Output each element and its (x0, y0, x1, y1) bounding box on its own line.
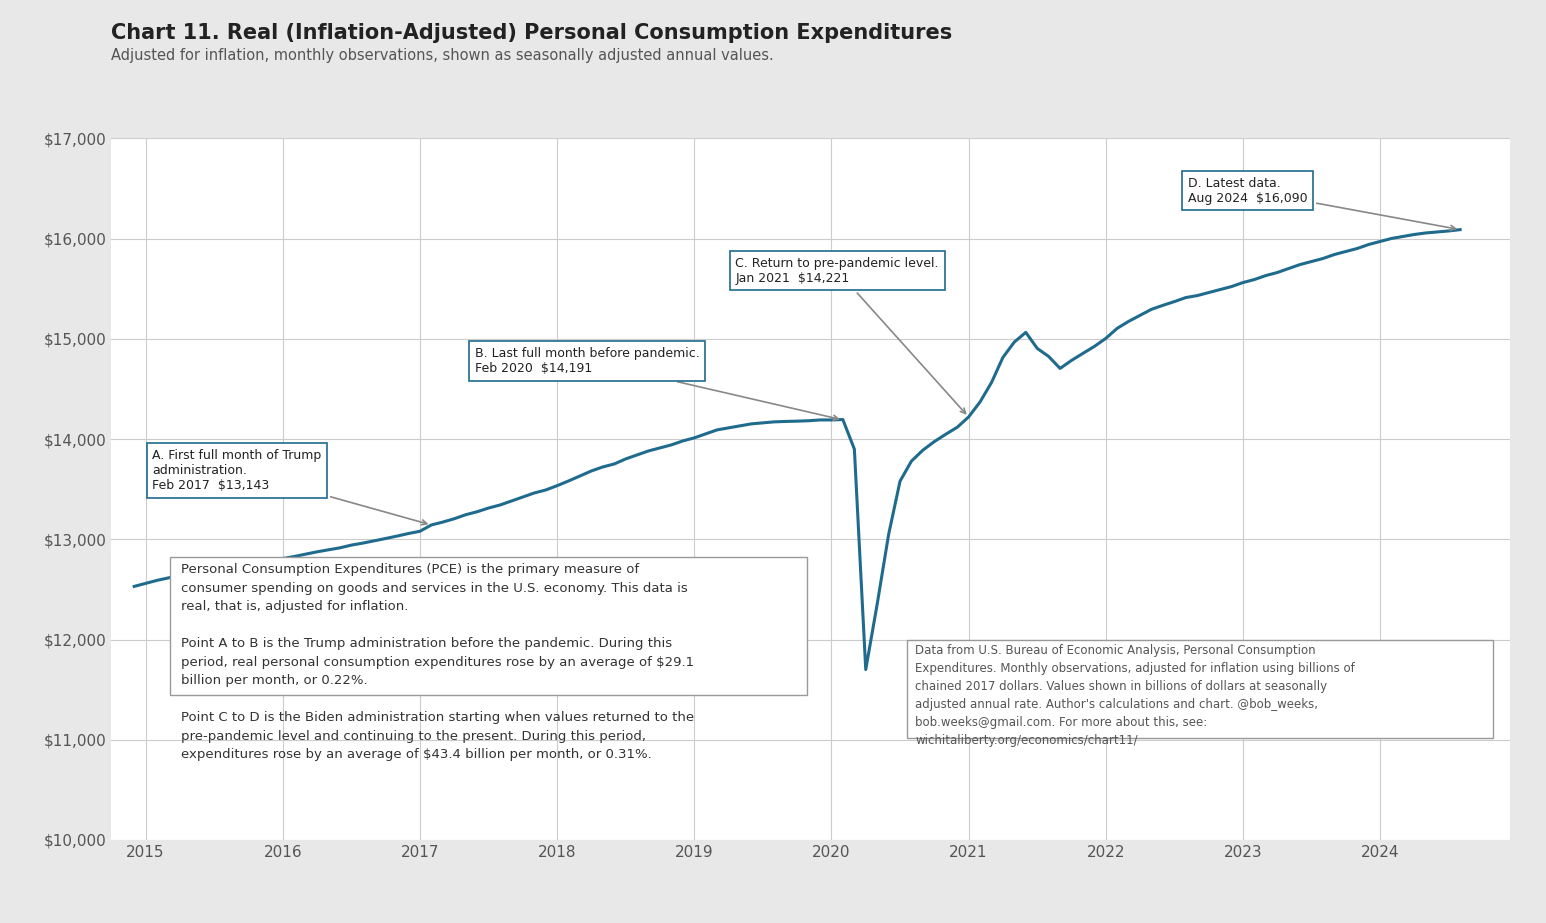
Text: B. Last full month before pandemic.
Feb 2020  $14,191: B. Last full month before pandemic. Feb … (475, 347, 838, 420)
Text: Data from U.S. Bureau of Economic Analysis, Personal Consumption
Expenditures. M: Data from U.S. Bureau of Economic Analys… (915, 643, 1354, 747)
FancyBboxPatch shape (170, 557, 807, 695)
Text: C. Return to pre-pandemic level.
Jan 2021  $14,221: C. Return to pre-pandemic level. Jan 202… (736, 257, 966, 414)
Text: Adjusted for inflation, monthly observations, shown as seasonally adjusted annua: Adjusted for inflation, monthly observat… (111, 48, 775, 63)
FancyBboxPatch shape (908, 640, 1492, 737)
Text: Chart 11. Real (Inflation-Adjusted) Personal Consumption Expenditures: Chart 11. Real (Inflation-Adjusted) Pers… (111, 23, 952, 43)
Text: A. First full month of Trump
administration.
Feb 2017  $13,143: A. First full month of Trump administrat… (153, 450, 427, 525)
Text: Personal Consumption Expenditures (PCE) is the primary measure of
consumer spend: Personal Consumption Expenditures (PCE) … (181, 563, 694, 761)
Text: D. Latest data.
Aug 2024  $16,090: D. Latest data. Aug 2024 $16,090 (1187, 176, 1455, 231)
